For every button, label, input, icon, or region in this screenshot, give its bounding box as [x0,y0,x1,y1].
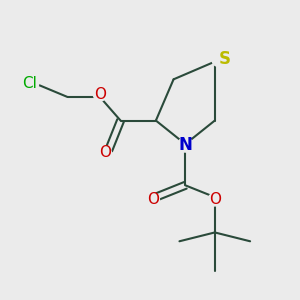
Text: O: O [209,192,221,207]
Text: S: S [219,50,231,68]
Circle shape [178,137,193,152]
Circle shape [146,193,159,206]
Text: N: N [178,136,192,154]
Circle shape [208,193,221,206]
Circle shape [21,74,39,92]
Text: O: O [99,146,111,160]
Circle shape [212,52,226,67]
Circle shape [98,146,111,159]
Text: O: O [147,192,159,207]
Text: Cl: Cl [22,76,37,91]
Circle shape [94,88,106,101]
Text: O: O [94,87,106,102]
